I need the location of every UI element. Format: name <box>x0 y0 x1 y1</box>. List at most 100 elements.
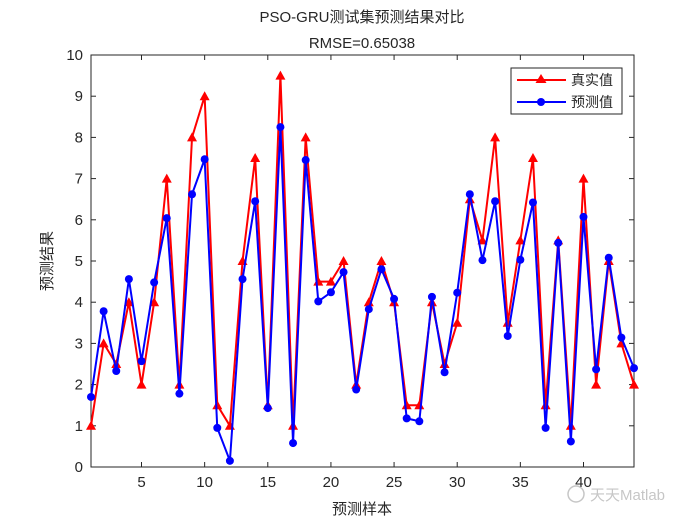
data-point-pred <box>617 333 626 342</box>
y-tick-label: 3 <box>75 335 83 352</box>
data-point-pred <box>200 155 209 164</box>
data-point-pred <box>326 288 335 297</box>
data-point-pred <box>87 392 95 401</box>
data-point-pred <box>150 278 159 287</box>
legend[interactable]: 真实值 预测值 <box>510 67 623 115</box>
data-point-pred <box>175 389 184 398</box>
legend-box <box>510 67 623 115</box>
data-point-true <box>578 173 589 183</box>
data-point-true <box>591 379 602 389</box>
data-point-pred <box>465 190 474 199</box>
data-point-pred <box>592 365 601 374</box>
watermark: 天天Matlab <box>567 485 665 504</box>
chart-title: PSO-GRU测试集预测结果对比 <box>259 9 464 26</box>
data-point-pred <box>453 288 462 297</box>
data-point-true <box>111 359 122 368</box>
y-tick-label: 0 <box>75 459 83 476</box>
data-point-pred <box>251 197 260 206</box>
data-point-pred <box>566 437 575 446</box>
data-point-true <box>452 317 463 327</box>
legend-marker-circle <box>537 98 545 106</box>
x-tick-label: 20 <box>323 474 340 491</box>
data-point-true <box>325 276 336 286</box>
data-point-true <box>439 359 450 368</box>
data-point-pred <box>377 265 386 274</box>
data-point-pred <box>491 197 500 206</box>
data-point-pred <box>289 439 298 448</box>
y-tick-label: 7 <box>75 171 83 188</box>
y-tick-label: 5 <box>75 253 83 270</box>
data-point-true <box>414 400 425 410</box>
data-point-pred <box>276 123 285 132</box>
data-point-true <box>527 153 538 162</box>
data-point-pred <box>238 275 247 284</box>
data-point-pred <box>516 255 525 264</box>
data-point-pred <box>579 212 588 221</box>
data-point-true <box>540 400 551 410</box>
y-tick-label: 4 <box>75 294 83 311</box>
y-tick-label: 8 <box>75 129 83 146</box>
x-tick-label: 35 <box>512 474 529 491</box>
data-point-true <box>629 379 639 389</box>
data-point-true <box>136 379 147 389</box>
data-point-true <box>161 173 172 183</box>
data-point-pred <box>213 423 222 432</box>
data-point-pred <box>528 198 537 207</box>
data-point-true <box>86 420 96 430</box>
y-tick-label: 2 <box>75 377 83 394</box>
data-point-pred <box>415 417 424 426</box>
data-point-pred <box>402 414 411 423</box>
data-point-pred <box>188 190 197 199</box>
y-tick-label: 6 <box>75 212 83 229</box>
data-point-pred <box>162 214 171 223</box>
x-tick-label: 30 <box>449 474 466 491</box>
data-point-pred <box>301 156 310 165</box>
data-point-true <box>212 400 223 410</box>
legend-label-pred: 预测值 <box>571 94 613 110</box>
data-point-true <box>300 132 311 142</box>
data-point-pred <box>604 253 613 262</box>
data-point-pred <box>352 385 361 394</box>
data-point-pred <box>478 256 487 265</box>
data-point-pred <box>630 364 638 373</box>
data-point-pred <box>503 331 512 340</box>
y-tick-label: 1 <box>75 418 83 435</box>
data-point-true <box>199 91 210 101</box>
data-point-pred <box>263 404 272 413</box>
data-point-true <box>275 70 286 80</box>
series-line-1 <box>90 127 635 462</box>
data-point-pred <box>339 268 348 277</box>
data-point-true <box>98 338 109 348</box>
data-point-pred <box>314 297 323 306</box>
x-axis-label: 预测样本 <box>332 501 392 518</box>
data-point-pred <box>554 238 563 247</box>
data-point-true <box>250 153 261 162</box>
y-tick-label: 10 <box>66 47 83 64</box>
data-point-pred <box>440 368 449 377</box>
x-tick-label: 15 <box>259 474 276 491</box>
data-point-true <box>338 256 349 265</box>
data-point-pred <box>225 456 234 465</box>
data-point-pred <box>99 307 108 316</box>
data-point-pred <box>137 357 146 366</box>
legend-label-true: 真实值 <box>571 72 613 88</box>
data-point-true <box>490 132 501 142</box>
data-point-pred <box>390 294 399 303</box>
data-point-pred <box>427 292 436 301</box>
data-point-true <box>187 132 198 142</box>
data-point-true <box>515 235 526 245</box>
x-tick-label: 5 <box>137 474 145 491</box>
x-tick-label: 10 <box>196 474 213 491</box>
data-point-pred <box>364 305 373 314</box>
legend-marker-triangle <box>535 74 547 83</box>
data-point-true <box>401 400 412 410</box>
data-point-pred <box>124 275 133 284</box>
chart-subtitle: RMSE=0.65038 <box>309 35 415 52</box>
watermark-text: 天天Matlab <box>590 487 665 504</box>
data-point-pred <box>112 367 121 376</box>
x-tick-label: 25 <box>386 474 403 491</box>
data-point-true <box>376 256 387 265</box>
y-axis-label: 预测结果 <box>39 231 56 291</box>
